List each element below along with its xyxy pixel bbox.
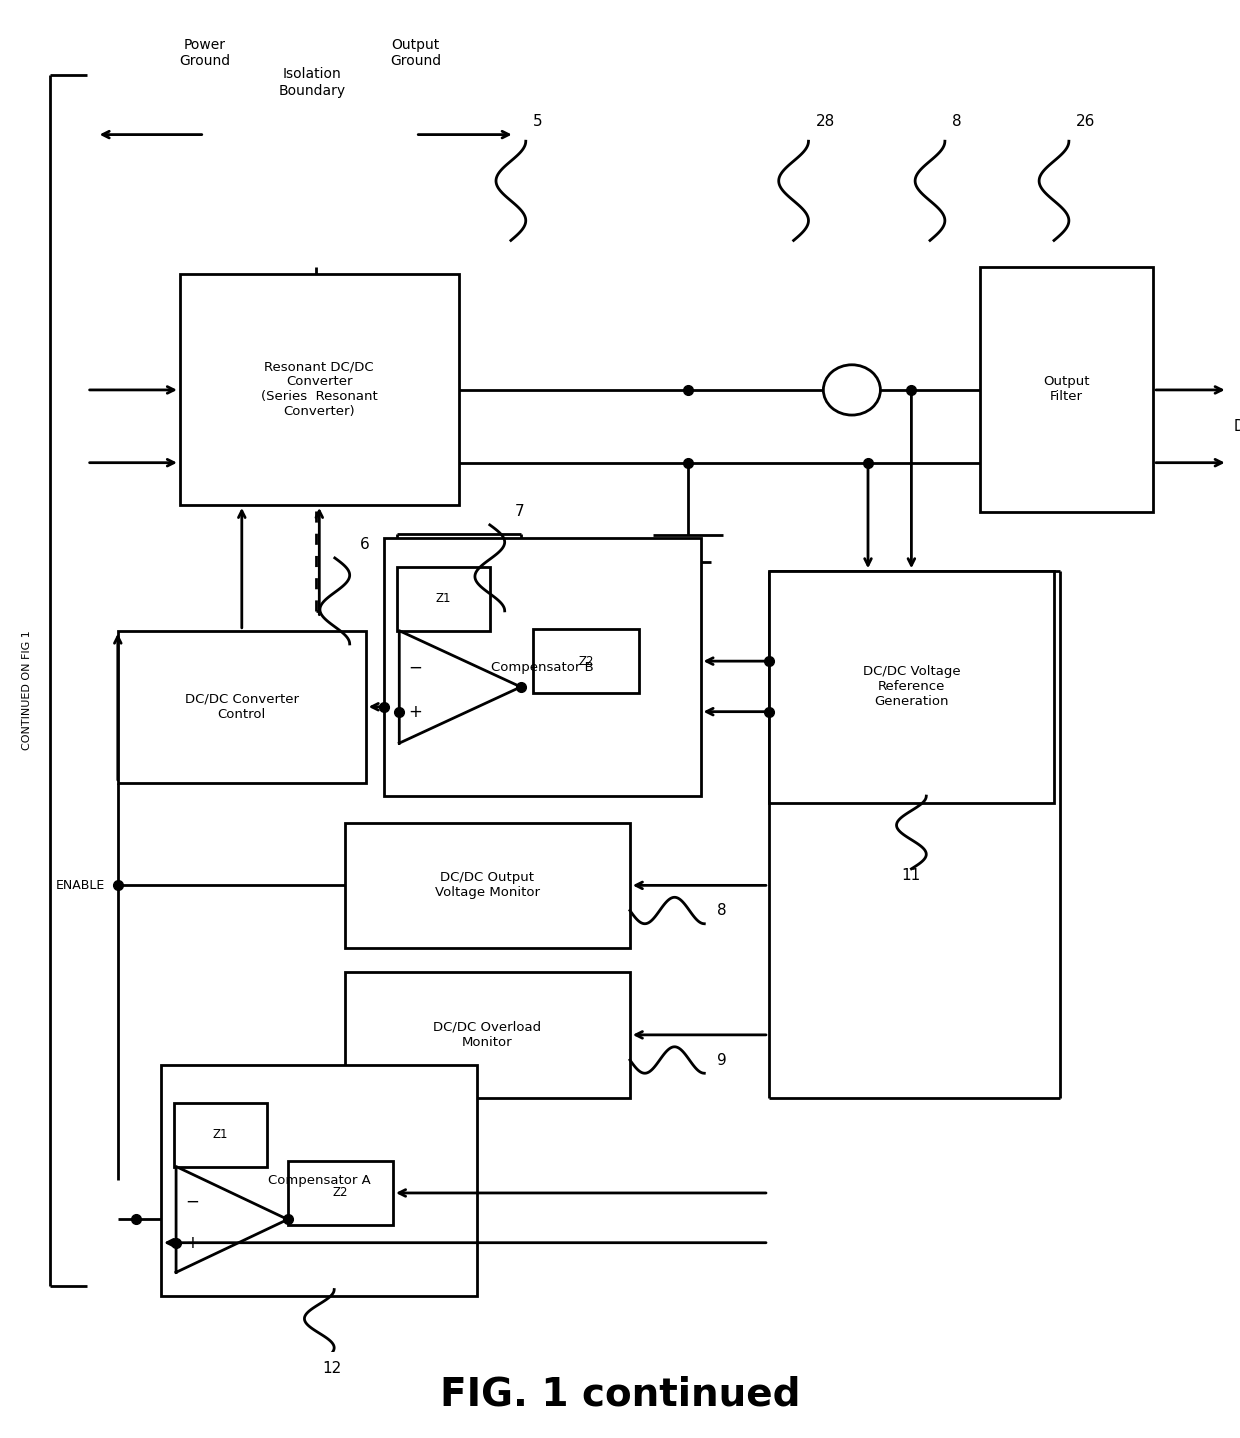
Bar (288, 1162, 393, 1225)
Bar (345, 972, 630, 1097)
Bar (384, 538, 701, 797)
Text: CONTINUED ON FIG 1: CONTINUED ON FIG 1 (22, 630, 32, 751)
Text: Z2: Z2 (332, 1186, 348, 1199)
Text: Output
Ground: Output Ground (389, 39, 441, 69)
Text: FIG. 1 continued: FIG. 1 continued (440, 1376, 800, 1414)
Text: 6: 6 (360, 538, 370, 552)
Bar (180, 273, 459, 505)
Text: Resonant DC/DC
Converter
(Series  Resonant
Converter): Resonant DC/DC Converter (Series Resonan… (260, 361, 378, 418)
Text: DC/DC Output
Voltage Monitor: DC/DC Output Voltage Monitor (435, 871, 539, 899)
Text: Z1: Z1 (435, 592, 451, 605)
Text: Z2: Z2 (578, 654, 594, 667)
Text: DC/DC Voltage
Reference
Generation: DC/DC Voltage Reference Generation (863, 666, 960, 709)
Bar (533, 630, 639, 693)
Text: +: + (185, 1234, 200, 1251)
Polygon shape (399, 631, 521, 743)
Bar (345, 823, 630, 948)
Text: Power
Ground: Power Ground (179, 39, 231, 69)
Text: 12: 12 (322, 1362, 341, 1376)
Text: Isolation
Boundary: Isolation Boundary (279, 68, 346, 98)
Bar (174, 1103, 267, 1166)
Bar (769, 571, 1054, 802)
Text: DC  Output: DC Output (1234, 418, 1240, 434)
Text: 8: 8 (717, 903, 727, 917)
Text: Output
Filter: Output Filter (1043, 375, 1090, 403)
Text: −: − (185, 1192, 200, 1211)
Text: 9: 9 (717, 1053, 727, 1067)
Ellipse shape (823, 365, 880, 416)
Bar (118, 631, 366, 782)
Text: 8: 8 (952, 114, 962, 129)
Text: Z1: Z1 (212, 1129, 228, 1142)
Text: +: + (408, 703, 423, 720)
Polygon shape (176, 1166, 288, 1273)
Text: 7: 7 (515, 505, 525, 519)
Bar (397, 567, 490, 631)
Bar (161, 1064, 477, 1296)
Text: 26: 26 (1076, 114, 1096, 129)
Text: DC/DC Converter
Control: DC/DC Converter Control (185, 693, 299, 720)
Text: 11: 11 (901, 869, 921, 883)
Bar (980, 267, 1153, 512)
Text: DC/DC Overload
Monitor: DC/DC Overload Monitor (433, 1021, 542, 1048)
Text: −: − (408, 659, 423, 677)
Text: ENABLE: ENABLE (56, 879, 105, 892)
Text: 5: 5 (533, 114, 543, 129)
Text: 28: 28 (816, 114, 836, 129)
Text: Compensator B: Compensator B (491, 660, 594, 673)
Text: Compensator A: Compensator A (268, 1173, 371, 1186)
